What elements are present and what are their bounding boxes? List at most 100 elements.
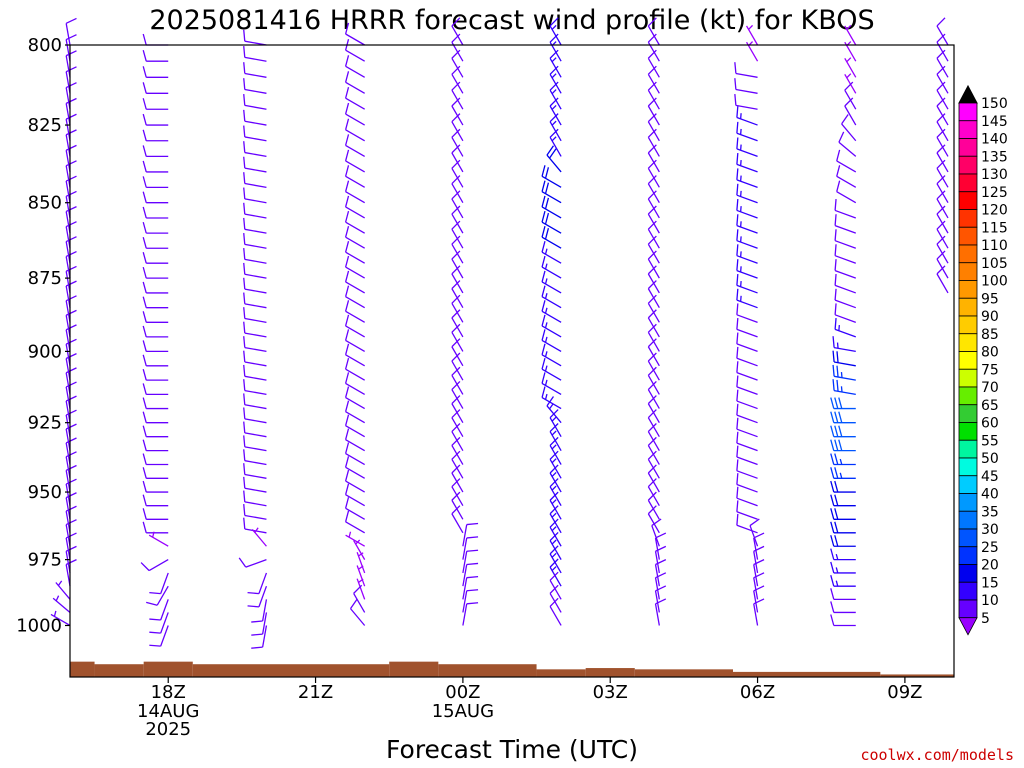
barb-feather [466, 602, 479, 605]
barb-feather [65, 250, 77, 258]
barb-feather [344, 400, 350, 412]
colorbar-label: 65 [981, 398, 999, 414]
barb-staff [647, 472, 660, 493]
terrain-block [70, 661, 95, 677]
barb-staff [647, 25, 660, 46]
barb-feather [936, 33, 946, 43]
wind-barb [142, 160, 169, 173]
barb-staff [462, 524, 468, 547]
wind-barb [142, 145, 169, 158]
barb-staff [345, 466, 365, 479]
wind-barb [65, 381, 77, 409]
barb-staff [462, 564, 468, 587]
barb-staff [753, 564, 759, 587]
barb-staff [345, 507, 365, 520]
barb-feather [549, 558, 559, 568]
wind-barb [541, 314, 562, 338]
wind-barb [936, 205, 949, 234]
barb-feather [549, 478, 559, 488]
barb-feather [830, 467, 835, 479]
wind-barb [541, 329, 562, 352]
y-tick-label: 900 [28, 341, 62, 362]
y-tick-label: 875 [28, 268, 62, 289]
barb-feather [142, 425, 147, 437]
wind-barb [836, 165, 857, 188]
barb-feather [541, 210, 546, 223]
wind-barb [243, 141, 267, 158]
barb-staff [735, 104, 758, 110]
colorbar-top-arrow [958, 84, 978, 104]
wind-barb [65, 519, 77, 547]
colorbar-swatch [958, 333, 978, 352]
barb-half-feather [846, 57, 852, 63]
colorbar-swatch [958, 439, 978, 459]
barb-feather [841, 114, 849, 125]
credit-link[interactable]: coolwx.com/models [860, 746, 1014, 764]
barb-feather [142, 129, 147, 141]
barb-feather [65, 160, 77, 167]
barb-feather [142, 439, 147, 451]
barb-feather [549, 584, 559, 594]
barb-staff [647, 57, 660, 78]
terrain-block [585, 668, 635, 677]
barb-feather [65, 409, 77, 416]
barb-staff [647, 458, 660, 479]
barb-half-feather [57, 580, 63, 586]
wind-barb [344, 255, 365, 279]
barb-feather [65, 113, 77, 120]
barb-feather [647, 491, 657, 501]
barb-feather [936, 220, 946, 230]
wind-barb [243, 45, 267, 62]
wind-barb [65, 451, 77, 479]
wind-barb [149, 625, 169, 647]
wind-barb [243, 350, 267, 367]
barb-feather [142, 113, 147, 126]
barb-staff [160, 612, 169, 634]
barb-staff [65, 551, 71, 574]
wind-barb [451, 491, 464, 520]
barb-staff [936, 57, 949, 78]
barb-feather [647, 505, 657, 515]
barb-staff [462, 577, 468, 600]
wind-barb [736, 214, 758, 234]
barb-feather [936, 250, 946, 260]
barb-feather [142, 325, 147, 338]
wind-barb [834, 317, 857, 338]
colorbar-label: 120 [981, 203, 1008, 219]
wind-barb [142, 82, 169, 94]
barb-feather [544, 228, 550, 240]
barb-staff [244, 182, 267, 189]
wind-barb [344, 22, 365, 46]
barb-feather [736, 214, 739, 226]
barb-staff [345, 382, 365, 395]
barb-staff [654, 603, 660, 626]
barb-feather [65, 34, 77, 41]
wind-barb [142, 521, 169, 534]
barb-feather [549, 113, 559, 123]
barb-staff [841, 123, 857, 142]
terrain-block [438, 664, 537, 677]
barb-feather [344, 165, 350, 177]
barb-staff [451, 417, 464, 438]
terrain-block [733, 671, 881, 677]
barb-staff [833, 346, 856, 353]
barb-feather [65, 265, 77, 272]
wind-barb [344, 102, 365, 126]
wind-barb [142, 221, 169, 234]
wind-barb [830, 425, 856, 438]
barb-feather [834, 397, 839, 409]
wind-barb [830, 494, 856, 507]
barb-feather [243, 109, 246, 122]
barb-staff [345, 494, 365, 507]
barb-staff [244, 303, 267, 309]
barb-feather [647, 144, 657, 154]
wind-barb [65, 97, 77, 126]
x-tick-sublabel: 2025 [145, 719, 191, 740]
colorbar-label: 55 [981, 433, 999, 449]
barb-staff [65, 87, 71, 110]
barb-feather [451, 423, 461, 433]
wind-barb [65, 129, 77, 157]
wind-barb [936, 250, 949, 279]
barb-staff [244, 56, 267, 62]
wind-barb [549, 545, 562, 574]
